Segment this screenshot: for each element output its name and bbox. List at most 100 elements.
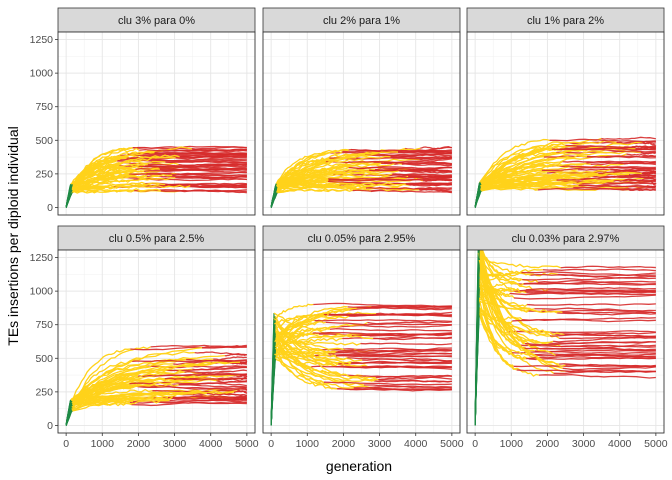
- mid-phase-line: [481, 250, 523, 281]
- late-phase-line: [137, 385, 247, 390]
- mid-phase-line: [274, 305, 348, 343]
- late-phase-line: [419, 188, 452, 193]
- early-phase-line: [270, 354, 275, 426]
- x-tick-label: 0: [268, 438, 274, 450]
- y-tick-label: 500: [35, 135, 53, 147]
- mid-phase-line: [274, 358, 374, 382]
- facet-strip: [57, 7, 256, 33]
- late-phase-line: [512, 318, 656, 323]
- late-phase-line: [613, 178, 656, 183]
- late-phase-line: [516, 369, 656, 373]
- mid-phase-line: [478, 278, 517, 371]
- x-tick-label: 3000: [572, 438, 596, 450]
- mid-phase-line: [273, 312, 370, 337]
- mid-phase-line: [71, 360, 133, 411]
- late-phase-line: [549, 138, 656, 143]
- late-phase-line: [514, 282, 656, 286]
- late-phase-line: [559, 363, 656, 368]
- late-phase-line: [578, 184, 656, 188]
- late-phase-line: [328, 352, 452, 356]
- mid-phase-line: [71, 374, 223, 411]
- x-tick-label: 5000: [644, 438, 668, 450]
- late-phase-line: [314, 319, 452, 323]
- y-tick-label: 750: [35, 101, 53, 113]
- x-tick-label: 0: [472, 438, 478, 450]
- late-phase-line: [337, 324, 452, 328]
- late-phase-line: [528, 309, 656, 314]
- late-phase-line: [172, 395, 247, 400]
- late-phase-line: [184, 369, 247, 374]
- mid-phase-line: [274, 306, 357, 359]
- mid-phase-line: [479, 172, 548, 190]
- late-phase-line: [206, 392, 247, 396]
- late-phase-line: [641, 171, 657, 176]
- late-phase-line: [562, 311, 656, 315]
- late-phase-line: [383, 162, 452, 167]
- mid-phase-line: [480, 138, 550, 183]
- mid-phase-line: [477, 268, 539, 283]
- y-tick-label: 750: [35, 319, 53, 331]
- mid-phase-line: [275, 182, 406, 193]
- mid-phase-line: [274, 303, 314, 321]
- late-phase-line: [348, 306, 452, 311]
- late-phase-line: [179, 152, 247, 158]
- late-phase-line: [147, 162, 247, 167]
- facet-panel: clu 3% para 0% 0 250 500 750 1000 1250: [30, 7, 256, 216]
- late-phase-line: [522, 347, 656, 352]
- mid-phase-line: [274, 330, 341, 376]
- mid-phase-line: [276, 157, 330, 192]
- mid-phase-line: [481, 250, 527, 294]
- mid-phase-line: [477, 252, 523, 349]
- late-phase-line: [356, 156, 452, 160]
- y-tick-label: 250: [35, 168, 53, 180]
- mid-phase-line: [478, 259, 560, 365]
- mid-phase-line: [72, 174, 173, 193]
- late-phase-line: [311, 365, 452, 370]
- mid-phase-line: [478, 299, 527, 361]
- mid-phase-line: [479, 150, 641, 184]
- late-phase-line: [216, 380, 248, 384]
- mid-phase-line: [274, 315, 379, 381]
- x-tick-label: 5000: [235, 438, 259, 450]
- late-phase-line: [601, 136, 656, 140]
- late-phase-line: [372, 347, 452, 352]
- mid-phase-line: [478, 312, 531, 356]
- mid-phase-line: [479, 148, 552, 190]
- late-phase-line: [160, 189, 247, 193]
- late-phase-line: [129, 401, 247, 405]
- x-tick-label: 1000: [296, 438, 320, 450]
- mid-phase-line: [274, 333, 353, 353]
- late-phase-line: [565, 144, 656, 149]
- series-lines: [65, 344, 248, 426]
- mid-phase-line: [478, 285, 520, 292]
- late-phase-line: [510, 290, 656, 296]
- y-tick-label: 1250: [30, 34, 54, 46]
- late-phase-line: [376, 375, 452, 381]
- facet-title: clu 1% para 2%: [527, 15, 604, 27]
- late-phase-line: [164, 182, 247, 186]
- late-phase-line: [240, 374, 248, 381]
- late-phase-line: [523, 280, 656, 285]
- late-phase-line: [405, 182, 452, 187]
- mid-phase-line: [71, 147, 140, 191]
- x-tick-label: 5000: [440, 438, 464, 450]
- early-phase-line: [474, 190, 482, 208]
- late-phase-line: [362, 365, 452, 369]
- late-phase-line: [534, 307, 656, 312]
- facet-title: clu 0.03% para 2.97%: [512, 233, 620, 245]
- late-phase-line: [642, 141, 657, 147]
- facet-strip: [466, 7, 665, 33]
- late-phase-line: [558, 273, 656, 279]
- mid-phase-line: [478, 255, 524, 286]
- x-tick-label: 4000: [608, 438, 632, 450]
- late-phase-line: [365, 187, 452, 190]
- mid-phase-line: [480, 180, 614, 192]
- late-phase-line: [517, 344, 656, 348]
- late-phase-line: [167, 396, 247, 402]
- mid-phase-line: [477, 283, 551, 337]
- late-phase-line: [551, 147, 656, 151]
- late-phase-line: [626, 153, 656, 157]
- late-phase-line: [348, 149, 452, 153]
- series-lines: [270, 146, 453, 208]
